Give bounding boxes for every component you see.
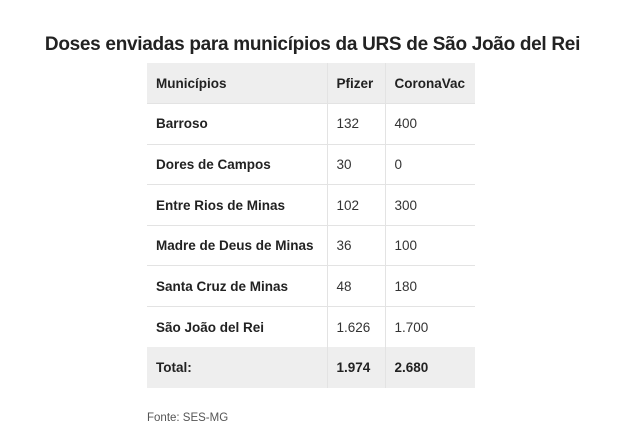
table-row: Santa Cruz de Minas 48 180 [147, 265, 475, 308]
source-note: Fonte: SES-MG [147, 412, 229, 424]
coronavac-cell: 400 [385, 103, 475, 145]
coronavac-cell: 100 [385, 225, 475, 267]
table-row: Entre Rios de Minas 102 300 [147, 184, 475, 226]
coronavac-cell: 1.700 [394, 319, 429, 335]
page-title: Doses enviadas para municípios da URS de… [44, 34, 581, 55]
table-row: Barroso 132 400 [147, 103, 475, 145]
coronavac-cell: 180 [385, 265, 475, 308]
pfizer-cell: 36 [327, 225, 386, 267]
pfizer-cell: 1.626 [327, 306, 386, 348]
pfizer-cell: 30 [327, 144, 386, 186]
column-header-coronavac: CoronaVac [385, 63, 475, 105]
coronavac-cell: 300 [385, 184, 475, 226]
doses-table: Municípios Pfizer CoronaVac Barroso 132 … [147, 63, 475, 388]
municipio-cell: Dores de Campos [147, 144, 328, 186]
municipio-cell: Barroso [147, 103, 328, 145]
pfizer-cell: 132 [327, 103, 386, 145]
table-row: São João del Rei 1.626 1.700 [147, 306, 475, 348]
total-pfizer: 1.974 [327, 347, 386, 388]
table-header-row: Municípios Pfizer CoronaVac [147, 63, 475, 105]
municipio-cell: São João del Rei [147, 306, 328, 348]
municipio-cell: Madre de Deus de Minas [147, 225, 328, 267]
column-header-municipios: Municípios [147, 63, 328, 105]
total-label: Total: [147, 347, 328, 388]
column-header-pfizer: Pfizer [327, 63, 386, 105]
total-row: Total: 1.974 2.680 [147, 347, 475, 388]
pfizer-cell: 48 [327, 265, 386, 308]
pfizer-cell: 102 [327, 184, 386, 226]
total-coronavac: 2.680 [385, 347, 475, 388]
coronavac-cell: 0 [385, 144, 475, 186]
municipio-cell: Santa Cruz de Minas [147, 265, 328, 308]
table-row: Madre de Deus de Minas 36 100 [147, 225, 475, 267]
table-row: Dores de Campos 30 0 [147, 144, 475, 186]
municipio-cell: Entre Rios de Minas [147, 184, 328, 226]
